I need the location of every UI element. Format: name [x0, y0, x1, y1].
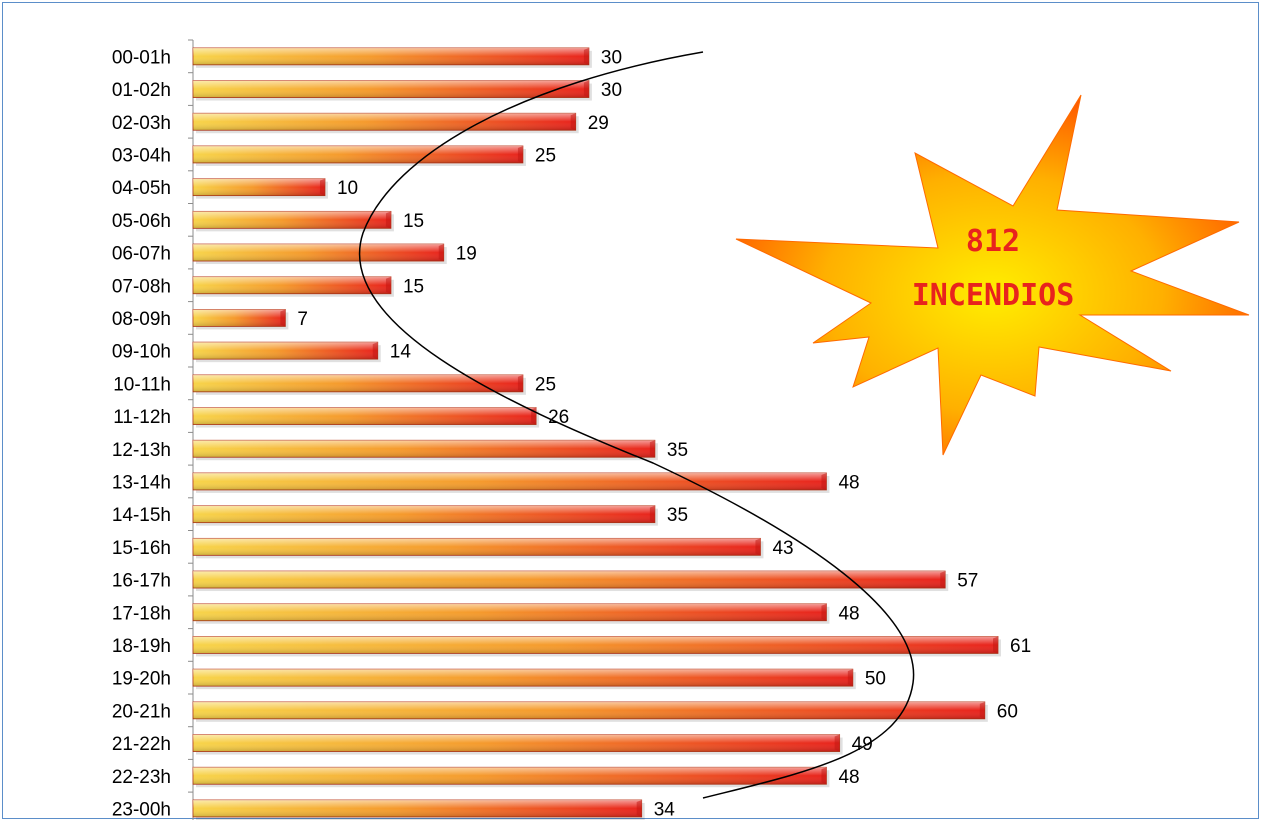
- bar: [192, 734, 843, 755]
- category-label: 17-18h: [112, 603, 171, 624]
- bar: [192, 701, 988, 722]
- category-label: 14-15h: [112, 505, 171, 526]
- category-label: 06-07h: [112, 244, 171, 265]
- data-label: 34: [654, 799, 676, 820]
- data-label: 30: [601, 80, 622, 101]
- data-label: 43: [772, 538, 793, 559]
- data-label: 25: [535, 145, 556, 166]
- bar: [192, 570, 949, 592]
- data-label: 10: [337, 178, 358, 199]
- category-label: 11-12h: [113, 407, 171, 428]
- data-label: 15: [403, 211, 424, 232]
- category-label: 12-13h: [112, 440, 171, 461]
- bar: [192, 243, 447, 265]
- category-label: 05-06h: [112, 211, 171, 232]
- bar: [192, 309, 289, 330]
- category-label: 13-14h: [112, 472, 171, 493]
- starburst-callout: 812 INCENDIOS: [735, 94, 1250, 456]
- bar: [192, 112, 579, 134]
- category-label: 08-09h: [112, 309, 171, 330]
- category-label: 16-17h: [112, 571, 171, 592]
- data-label: 35: [667, 440, 688, 461]
- category-label: 07-08h: [112, 276, 171, 297]
- data-label: 26: [548, 407, 569, 428]
- data-label: 50: [865, 669, 886, 690]
- data-label: 61: [1010, 636, 1031, 657]
- category-label: 20-21h: [112, 701, 171, 722]
- bar: [192, 505, 658, 526]
- bar: [192, 407, 540, 428]
- labels-group: 30 30 29 25 10 15 19 15 7 14 25 26 35 48 35 43 57 48 61 50 6…: [297, 47, 1031, 820]
- category-label: 15-16h: [112, 538, 171, 559]
- bar: [192, 766, 830, 788]
- data-label: 60: [997, 701, 1018, 722]
- category-label: 03-04h: [112, 145, 171, 166]
- data-label: 29: [588, 113, 609, 134]
- category-label: 21-22h: [112, 734, 171, 755]
- category-label: 19-20h: [112, 669, 171, 690]
- bar: [192, 178, 328, 199]
- category-label: 09-10h: [112, 342, 171, 363]
- bar: [192, 439, 658, 461]
- bar: [192, 145, 526, 166]
- category-label: 22-23h: [112, 767, 171, 788]
- bar: [192, 636, 1001, 657]
- data-label: 48: [838, 603, 859, 624]
- bar-chart: 00-01h 01-02h 02-03h 03-04h 04-05h 05-06h 06-0…: [112, 39, 1250, 820]
- starburst-shape: [735, 94, 1250, 456]
- callout-label: INCENDIOS: [912, 278, 1075, 313]
- data-label: 19: [456, 244, 477, 265]
- category-label: 01-02h: [112, 80, 171, 101]
- data-label: 14: [390, 342, 412, 363]
- bar: [192, 472, 830, 493]
- data-label: 30: [601, 47, 622, 68]
- bar: [192, 80, 592, 101]
- trend-curve: [358, 51, 915, 799]
- category-label: 02-03h: [112, 113, 171, 134]
- data-label: 25: [535, 374, 556, 395]
- bar: [192, 668, 856, 690]
- category-label: 10-11h: [113, 374, 171, 395]
- bar: [192, 210, 394, 232]
- bar: [192, 374, 526, 395]
- bar: [192, 537, 764, 559]
- data-label: 48: [838, 767, 859, 788]
- data-label: 15: [403, 276, 424, 297]
- data-label: 48: [838, 472, 859, 493]
- bar: [192, 341, 381, 363]
- bar: [192, 47, 592, 68]
- category-label: 23-00h: [112, 799, 171, 820]
- bar: [192, 799, 645, 820]
- bar: [192, 276, 394, 297]
- data-label: 35: [667, 505, 688, 526]
- data-label: 7: [297, 309, 308, 330]
- category-label: 18-19h: [112, 636, 171, 657]
- category-label: 04-05h: [112, 178, 171, 199]
- category-label: 00-01h: [112, 47, 171, 68]
- callout-count: 812: [966, 224, 1020, 259]
- bar: [192, 603, 830, 624]
- data-label: 57: [957, 571, 978, 592]
- category-axis: 00-01h 01-02h 02-03h 03-04h 04-05h 05-06h 06-0…: [112, 39, 194, 820]
- bars-group: [192, 47, 1001, 820]
